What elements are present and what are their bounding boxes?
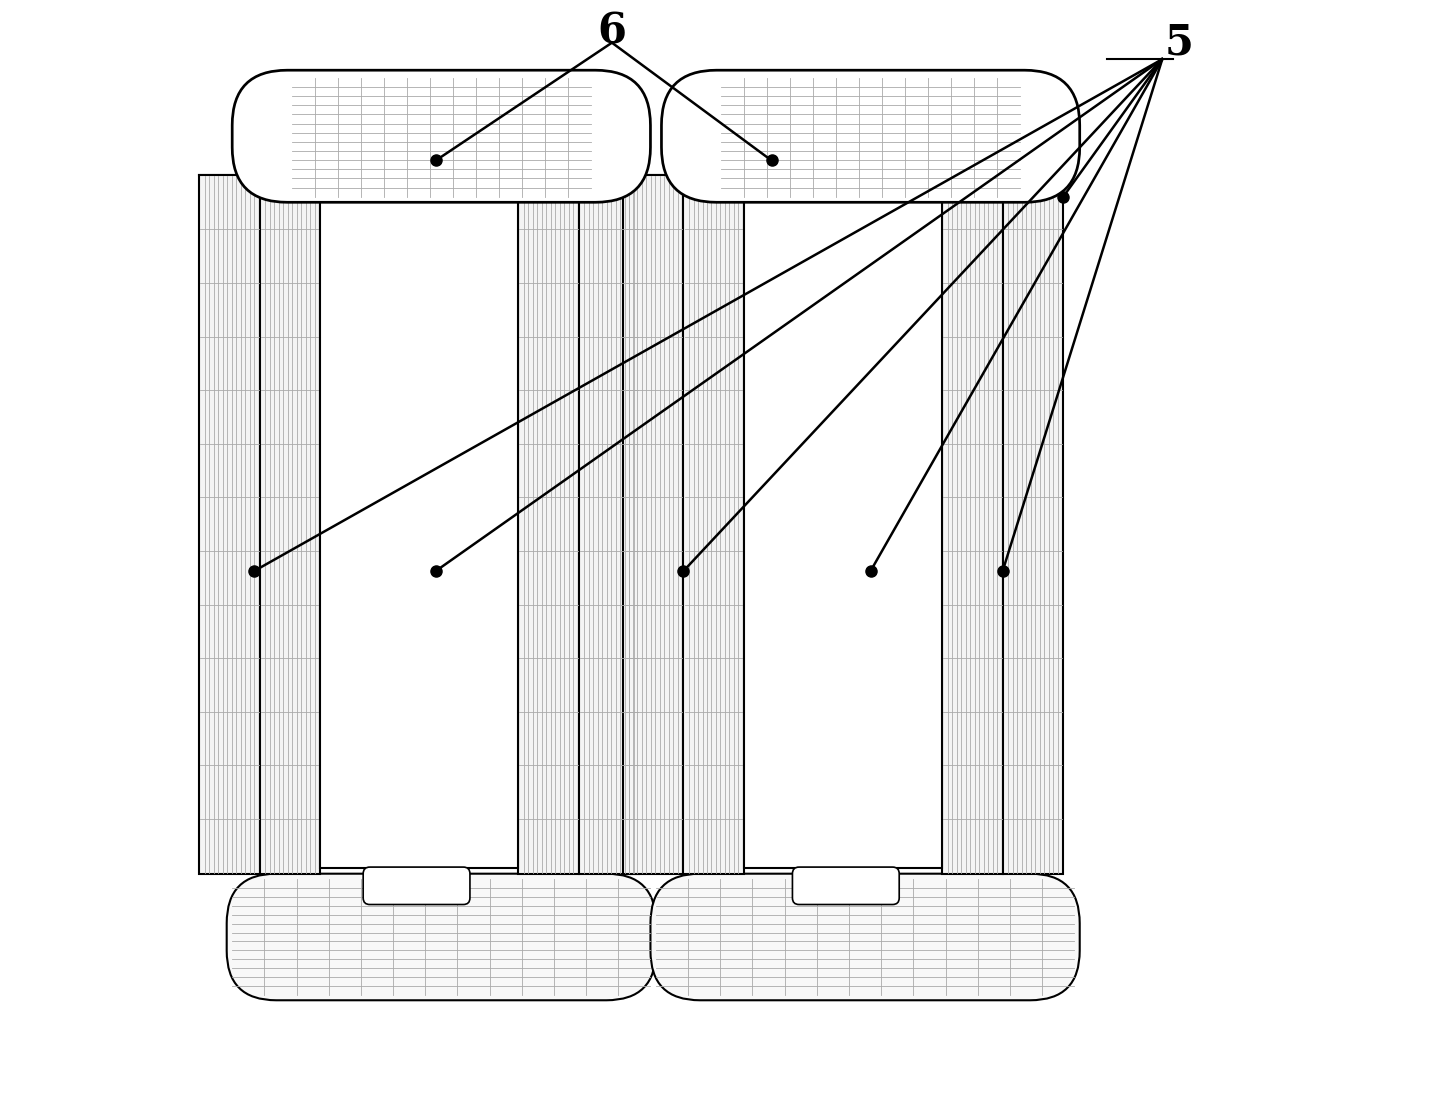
Bar xyxy=(320,181,518,868)
Bar xyxy=(199,175,259,874)
Bar xyxy=(623,175,684,874)
FancyBboxPatch shape xyxy=(650,874,1080,1000)
Bar xyxy=(684,175,744,874)
Bar xyxy=(1002,175,1064,874)
Bar xyxy=(579,175,639,874)
FancyBboxPatch shape xyxy=(233,70,650,202)
Bar xyxy=(518,175,579,874)
Text: 5: 5 xyxy=(1164,22,1193,63)
Bar xyxy=(744,181,943,868)
FancyBboxPatch shape xyxy=(227,874,656,1000)
FancyBboxPatch shape xyxy=(793,867,899,905)
Bar xyxy=(943,175,1002,874)
Text: 6: 6 xyxy=(598,11,627,53)
Bar xyxy=(259,175,320,874)
FancyBboxPatch shape xyxy=(364,867,470,905)
FancyBboxPatch shape xyxy=(662,70,1080,202)
